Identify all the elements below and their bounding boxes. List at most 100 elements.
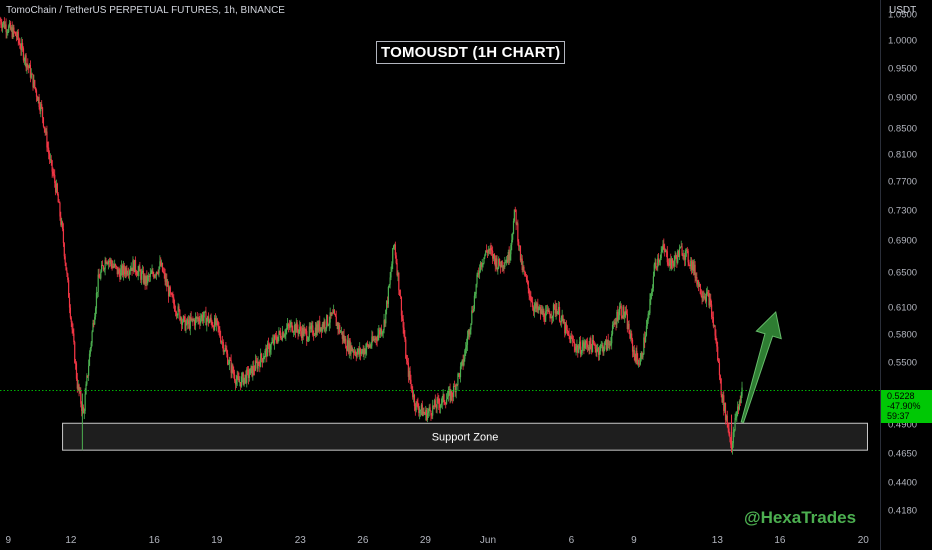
candle-body <box>130 267 132 271</box>
candle-body <box>697 280 699 285</box>
candle-body <box>220 336 222 343</box>
candle-body <box>638 363 640 365</box>
candle-body <box>465 344 468 348</box>
candle-body <box>605 339 607 343</box>
candle-body <box>197 317 199 320</box>
candle-body <box>396 262 398 276</box>
candle-body <box>199 321 201 324</box>
candle-body <box>113 266 115 267</box>
candle-body <box>60 216 62 225</box>
projection-arrow <box>740 310 782 424</box>
candle-body <box>240 382 242 387</box>
candle-body <box>506 259 509 263</box>
candle-body <box>254 360 257 371</box>
candle-body <box>580 353 582 355</box>
candle-body <box>61 221 63 225</box>
candle-body <box>711 304 713 317</box>
candle-body <box>242 373 244 385</box>
candle-body <box>708 293 710 306</box>
candle-body <box>232 365 234 373</box>
price-tick-label: 0.9000 <box>888 92 918 104</box>
candle-body <box>210 317 212 322</box>
candle-body <box>568 334 570 336</box>
candle-body <box>304 329 306 331</box>
time-tick-label: 6 <box>568 535 575 546</box>
candle-body <box>701 295 703 299</box>
candle-body <box>560 317 562 323</box>
candle-body <box>274 335 277 337</box>
candle-body <box>362 349 364 355</box>
candle-body <box>33 80 35 88</box>
candle-body <box>480 262 482 267</box>
candle-body <box>656 266 658 268</box>
candle-body <box>661 249 663 253</box>
candle-body <box>104 260 106 270</box>
candle-body <box>6 32 8 33</box>
candle-body <box>444 402 446 404</box>
candle-body <box>652 276 654 289</box>
candle-body <box>476 274 478 285</box>
candle-body <box>317 324 319 331</box>
candle-body <box>624 311 627 316</box>
candle-body <box>578 348 580 353</box>
candle-body <box>445 403 447 405</box>
candle-body <box>437 398 439 400</box>
candle-body <box>249 368 251 375</box>
candle-body <box>449 389 451 401</box>
candle-body <box>231 365 233 373</box>
candle-body <box>559 321 562 323</box>
candle-body <box>586 343 588 348</box>
candle-body <box>293 331 295 333</box>
candle-body <box>170 292 172 294</box>
candle-body <box>196 317 198 320</box>
candle-body <box>213 326 215 330</box>
candle-body <box>447 390 449 397</box>
candle-body <box>334 313 336 317</box>
candle-body <box>731 443 734 451</box>
candle-body <box>316 324 318 335</box>
candle-body <box>267 343 270 345</box>
candle-body <box>677 250 679 263</box>
candle-body <box>461 359 463 363</box>
candle-body <box>190 317 192 321</box>
candle-body <box>356 352 358 357</box>
candle-body <box>61 221 64 230</box>
candle-body <box>671 258 674 264</box>
candle-body <box>203 311 205 318</box>
candle-body <box>290 322 292 325</box>
candle-body <box>85 384 87 395</box>
candle-body <box>341 331 343 339</box>
candle-body <box>150 273 152 275</box>
candle-body <box>167 285 169 287</box>
candle-body <box>172 296 174 298</box>
price-axis[interactable]: USDT 1.0500 1.0000 0.9500 0.9000 0.8500 0.810… <box>880 0 932 550</box>
candle-body <box>602 344 604 353</box>
candle-body <box>101 264 103 272</box>
candle-body <box>184 316 186 331</box>
candle-body <box>313 334 315 336</box>
candle-body <box>644 337 646 343</box>
candle-body <box>442 394 444 398</box>
candle-body <box>111 263 113 268</box>
candle-body <box>678 248 681 258</box>
candle-body <box>470 323 472 330</box>
candle-body <box>238 378 240 383</box>
price-chart[interactable]: Support Zone <box>0 0 880 550</box>
candle-body <box>91 331 93 343</box>
candle-body <box>66 270 68 274</box>
candle-body <box>154 275 156 278</box>
candle-body <box>581 346 583 354</box>
candle-body <box>179 309 181 321</box>
candle-body <box>517 223 519 242</box>
candle-body <box>469 329 471 335</box>
chart-area[interactable]: Support Zone TomoChain / TetherUS PERPET… <box>0 0 880 550</box>
candle-body <box>612 323 615 325</box>
candle-body <box>686 249 688 252</box>
candle-body <box>348 340 350 353</box>
candle-body <box>665 250 668 252</box>
candle-body <box>10 27 12 30</box>
candle-body <box>291 322 293 332</box>
candle-body <box>324 321 326 328</box>
candle-body <box>471 310 473 324</box>
candle-body <box>355 354 357 357</box>
